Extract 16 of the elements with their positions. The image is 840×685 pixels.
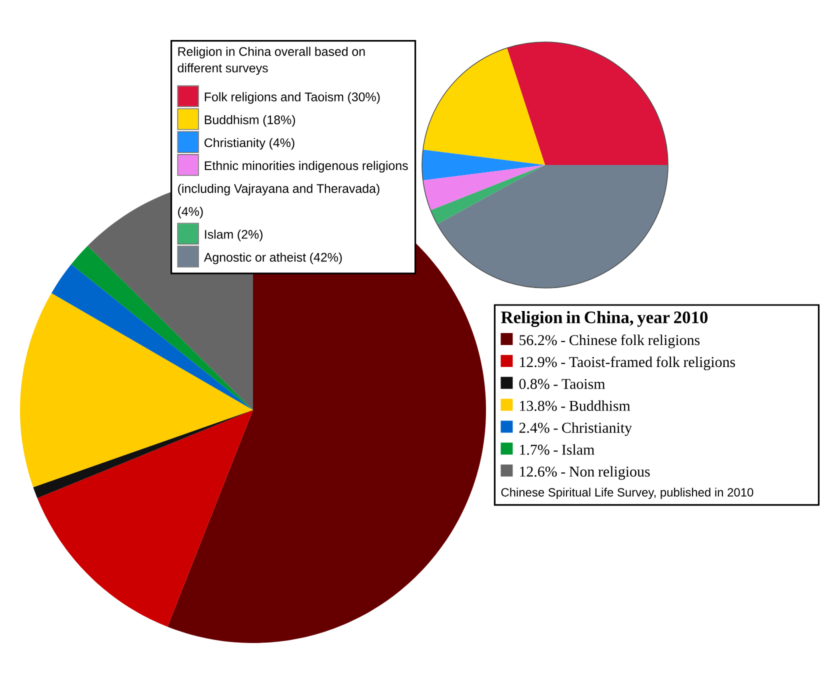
legend-label: Agnostic or atheist (42%) [204,252,342,264]
legend-label: 0.8% - Taoism [519,378,606,390]
legend-label: Islam (2%) [205,230,262,242]
legend-label: 13.8% - Buddhism [520,400,630,411]
legend-label: 56.2% - Chinese folk religions [520,334,700,348]
text: Chinese Spiritual Life Survey, published in 2010 [501,488,754,499]
legend-label: Christianity (4%) [204,138,294,150]
legend-label: 12.9% - Taoist-framed folk religions [520,356,736,370]
legend-label: Folk religions and Taoism (30%) [204,92,380,104]
text: Religion in China overall based on different surveys [178,46,365,75]
legend-label: 2.4% - Christianity [519,422,632,436]
text: Religion in China, year 2010 [501,311,708,327]
legend-label: Buddhism (18%) [204,115,296,127]
legend-label: 1.7% - Islam [520,444,594,455]
legend-label: 12.6% - Non religious [520,466,650,480]
legend-label: Ethnic minorities indigenous religions (including Vajrayana and Theravada) (4%) [178,160,408,218]
